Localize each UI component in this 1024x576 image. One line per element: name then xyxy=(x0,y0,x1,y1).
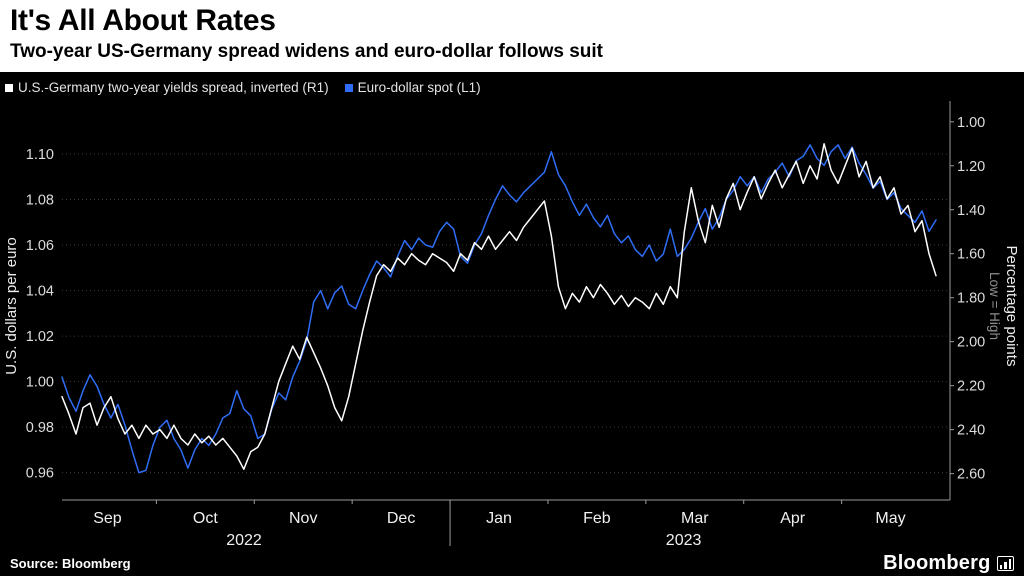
svg-text:Sep: Sep xyxy=(93,510,122,527)
svg-text:Oct: Oct xyxy=(193,510,218,527)
svg-text:0.98: 0.98 xyxy=(26,420,54,436)
svg-text:Mar: Mar xyxy=(681,510,709,527)
bloomberg-bar-chart-icon xyxy=(996,555,1014,571)
legend-item-eurodollar: Euro-dollar spot (L1) xyxy=(344,80,481,95)
right-axis-title: Percentage points xyxy=(1003,245,1020,367)
svg-text:1.10: 1.10 xyxy=(26,147,54,163)
svg-text:1.00: 1.00 xyxy=(26,375,54,391)
spread-series-label: U.S.-Germany two-year yields spread, inv… xyxy=(18,80,329,95)
svg-text:Apr: Apr xyxy=(780,510,806,527)
source-credit: Source: Bloomberg xyxy=(10,555,131,571)
svg-text:May: May xyxy=(875,510,905,527)
svg-text:1.80: 1.80 xyxy=(957,291,985,307)
svg-text:1.00: 1.00 xyxy=(957,115,985,131)
eurodollar-series-label: Euro-dollar spot (L1) xyxy=(357,80,481,95)
svg-text:1.06: 1.06 xyxy=(26,238,54,254)
svg-text:2.00: 2.00 xyxy=(957,335,985,351)
svg-text:1.20: 1.20 xyxy=(957,159,985,175)
svg-text:1.60: 1.60 xyxy=(957,247,985,263)
svg-text:2.20: 2.20 xyxy=(957,379,985,395)
right-axis-inversion-note: Low = High xyxy=(987,272,1002,340)
svg-text:1.40: 1.40 xyxy=(957,203,985,219)
svg-text:2.60: 2.60 xyxy=(957,467,985,483)
chart-region: U.S.-Germany two-year yields spread, inv… xyxy=(0,72,1024,576)
spread-series-swatch-icon xyxy=(5,83,13,92)
svg-text:Dec: Dec xyxy=(387,510,415,527)
svg-text:Jan: Jan xyxy=(486,510,512,527)
svg-text:2023: 2023 xyxy=(666,532,702,549)
dual-axis-line-chart: 0.96 0.98 1.00 1.02 1.04 1.06 1.08 1.10 1.00 1.20… xyxy=(26,101,985,549)
chart-title: It's All About Rates xyxy=(10,4,276,37)
svg-text:2022: 2022 xyxy=(226,532,262,549)
chart-subtitle: Two-year US-Germany spread widens and eu… xyxy=(10,41,603,62)
svg-text:2.40: 2.40 xyxy=(957,423,985,439)
svg-text:0.96: 0.96 xyxy=(26,466,54,482)
chart-header: It's All About Rates Two-year US-Germany… xyxy=(0,0,1024,72)
legend-item-spread: U.S.-Germany two-year yields spread, inv… xyxy=(5,80,329,95)
chart-footer: Source: Bloomberg Bloomberg xyxy=(0,550,1024,576)
bloomberg-wordmark: Bloomberg xyxy=(883,551,991,574)
svg-text:1.08: 1.08 xyxy=(26,193,54,209)
eurodollar-series-swatch-icon xyxy=(344,83,353,92)
svg-text:1.02: 1.02 xyxy=(26,329,54,345)
svg-text:Feb: Feb xyxy=(583,510,611,527)
left-axis-title: U.S. dollars per euro xyxy=(3,237,20,375)
svg-text:Nov: Nov xyxy=(289,510,317,527)
svg-text:1.04: 1.04 xyxy=(26,284,54,300)
bloomberg-logo: Bloomberg xyxy=(883,552,1014,575)
legend: U.S.-Germany two-year yields spread, inv… xyxy=(5,80,481,95)
